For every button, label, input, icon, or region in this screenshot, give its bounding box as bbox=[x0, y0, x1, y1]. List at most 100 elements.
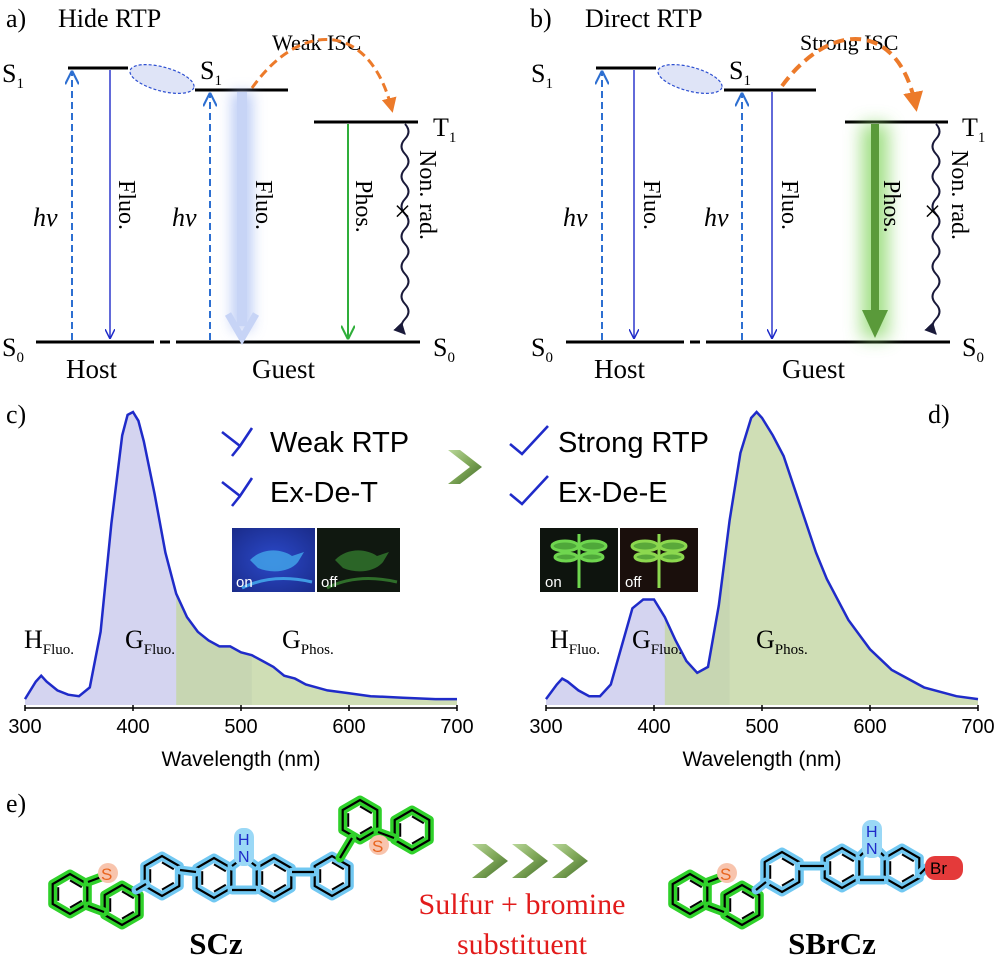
panel-a-host-label: Host bbox=[66, 354, 118, 384]
panel-a-label: a) bbox=[6, 4, 26, 33]
panel-a-s0-right-label: S0 bbox=[433, 333, 455, 366]
panel-b-energy-diagram: b) Direct RTP Strong ISC S1 S1 T1 S0 S0 … bbox=[530, 4, 985, 384]
panel-d-photo-on-label: on bbox=[545, 574, 562, 591]
panel-a-s1-host-label: S1 bbox=[2, 59, 24, 92]
sbrcz-molecule-structure bbox=[668, 843, 931, 930]
chevron-icon bbox=[552, 844, 588, 878]
panel-b-isc-arrow bbox=[780, 37, 923, 112]
panel-a-energy-diagram: a) Hide RTP Weak ISC S1 S1 T1 S0 S0 × bbox=[2, 4, 456, 384]
panel-a-title: Hide RTP bbox=[58, 4, 161, 33]
panel-d-tick-label: 600 bbox=[853, 716, 886, 738]
panel-e-label: e) bbox=[6, 789, 26, 818]
scz-molecule-structure bbox=[48, 795, 434, 930]
panel-c-tick-label: 600 bbox=[332, 716, 365, 738]
panel-c-x-ticks: 300 400 500 600 700 bbox=[8, 705, 474, 738]
panel-d-g-fluo-label: GFluo. bbox=[632, 625, 682, 658]
bird-silhouette-icon bbox=[335, 550, 389, 572]
panel-c-label: c) bbox=[6, 400, 26, 429]
panel-a-isc-arrow bbox=[250, 38, 397, 113]
panel-d-spectrum: d) 300 400 500 600 700 Wavelength (nm) HFluo… bbox=[529, 400, 994, 771]
panel-d-g-phos-label: GPhos. bbox=[756, 625, 808, 658]
legend-strong-rtp-label: Strong RTP bbox=[558, 427, 709, 459]
dbt-right-inner-ring bbox=[341, 798, 379, 842]
bond bbox=[135, 883, 147, 891]
scz-hydrogen: H bbox=[238, 832, 250, 849]
legend-ex-de-e-label: Ex-De-E bbox=[558, 477, 668, 509]
legend-strong-rtp-icon bbox=[509, 425, 549, 456]
panel-b-s1-host-label: S1 bbox=[531, 59, 553, 92]
panel-a-phos-label: Phos. bbox=[350, 180, 376, 233]
panel-a-guest-label: Guest bbox=[252, 354, 315, 384]
legend: Weak RTP Ex-De-T Strong RTP Ex-De-E bbox=[221, 425, 709, 509]
panel-c-x-axis-label: Wavelength (nm) bbox=[161, 748, 320, 771]
panel-b-hv2-label: hv bbox=[704, 203, 729, 232]
panel-d-tick-label: 400 bbox=[637, 716, 670, 738]
legend-ex-de-t-icon bbox=[221, 477, 254, 507]
panel-b-s1-guest-label: S1 bbox=[729, 56, 751, 89]
bond bbox=[377, 830, 395, 840]
panel-c-h-fluo-label: HFluo. bbox=[24, 625, 74, 658]
legend-weak-rtp-label: Weak RTP bbox=[270, 427, 409, 459]
panel-c-spectrum: c) 300 400 500 600 700 Wavelength (nm) HFluo… bbox=[6, 400, 474, 771]
phenyl-right-ring bbox=[313, 854, 351, 898]
panel-b-title: Direct RTP bbox=[585, 4, 703, 33]
panel-a-hv2-label: hv bbox=[172, 203, 197, 232]
legend-ex-de-e-icon bbox=[509, 475, 549, 506]
sbrcz-hydrogen: H bbox=[866, 824, 878, 841]
panel-a-isc-label: Weak ISC bbox=[272, 30, 361, 55]
panel-e-change-line2: substituent bbox=[457, 928, 588, 961]
bond bbox=[179, 868, 197, 874]
bond bbox=[707, 904, 725, 914]
panel-a-nonrad-label: Non. rad. bbox=[414, 150, 440, 240]
panel-d-label: d) bbox=[928, 400, 950, 429]
panel-a-s1-guest-label: S1 bbox=[200, 56, 222, 89]
panel-b-s0-right-label: S0 bbox=[962, 333, 984, 366]
panel-d-photo-off-label: off bbox=[625, 574, 642, 591]
scz-nitrogen: N bbox=[238, 849, 250, 866]
panel-c-g-fluo-label: GFluo. bbox=[125, 625, 175, 658]
panel-b-host-label: Host bbox=[594, 354, 646, 384]
panel-e-change-line1: Sulfur + bromine bbox=[419, 888, 626, 921]
panel-b-s0-left-label: S0 bbox=[531, 333, 553, 366]
panel-d-x-ticks: 300 400 500 600 700 bbox=[529, 705, 995, 738]
dragonfly-icon bbox=[550, 534, 608, 588]
sbrcz-name: SBrCz bbox=[788, 926, 876, 961]
panel-b-energy-transfer-ellipse bbox=[657, 64, 723, 94]
panel-d-photo-on: on bbox=[540, 528, 618, 592]
panel-c-spectrum-line bbox=[23, 410, 457, 701]
panel-a-energy-transfer-ellipse bbox=[129, 64, 195, 94]
panel-d-x-axis-label: Wavelength (nm) bbox=[682, 748, 841, 771]
panel-b-guest-fluo-label: Fluo. bbox=[776, 180, 802, 230]
panel-c-photo-on-label: on bbox=[236, 574, 253, 591]
panel-b-phos-label: Phos. bbox=[878, 180, 904, 233]
panel-b-cross-mark: × bbox=[924, 195, 941, 228]
dragonfly-icon bbox=[630, 534, 688, 588]
panel-b-guest-label: Guest bbox=[782, 354, 845, 384]
panel-a-t1-label: T1 bbox=[433, 113, 456, 146]
chevron-icon bbox=[512, 844, 548, 878]
panel-b-label: b) bbox=[530, 4, 552, 33]
panel-d-phos-area bbox=[664, 412, 978, 705]
panel-a-nonrad-wavy-arrow bbox=[393, 123, 410, 335]
panel-a-host-fluo-label: Fluo. bbox=[113, 180, 139, 230]
panel-d-tick-label: 500 bbox=[745, 716, 778, 738]
bird-silhouette-icon bbox=[250, 550, 304, 572]
panel-c-photo-off: off bbox=[317, 528, 400, 592]
bond bbox=[87, 904, 105, 914]
panel-e-transition-chevrons bbox=[472, 844, 588, 878]
panel-b-hv1-label: hv bbox=[563, 203, 588, 232]
panel-a-s0-left-label: S0 bbox=[2, 333, 24, 366]
sbrcz-bromine: Br bbox=[930, 859, 947, 878]
panel-d-photo-off: off bbox=[620, 528, 698, 592]
panel-b-nonrad-wavy-arrow bbox=[924, 123, 941, 335]
panel-a-cross-mark: × bbox=[394, 195, 411, 228]
panel-d-tick-label: 300 bbox=[529, 716, 562, 738]
chevron-icon bbox=[472, 844, 508, 878]
scz-sulfur-right: S bbox=[372, 837, 383, 856]
legend-weak-rtp-icon bbox=[221, 427, 254, 457]
panel-b-nonrad-label: Non. rad. bbox=[946, 150, 972, 240]
panel-a-guest-fluo-label: Fluo. bbox=[250, 180, 276, 230]
panel-d-h-fluo-label: HFluo. bbox=[550, 625, 600, 658]
panel-d-tick-label: 700 bbox=[961, 716, 994, 738]
